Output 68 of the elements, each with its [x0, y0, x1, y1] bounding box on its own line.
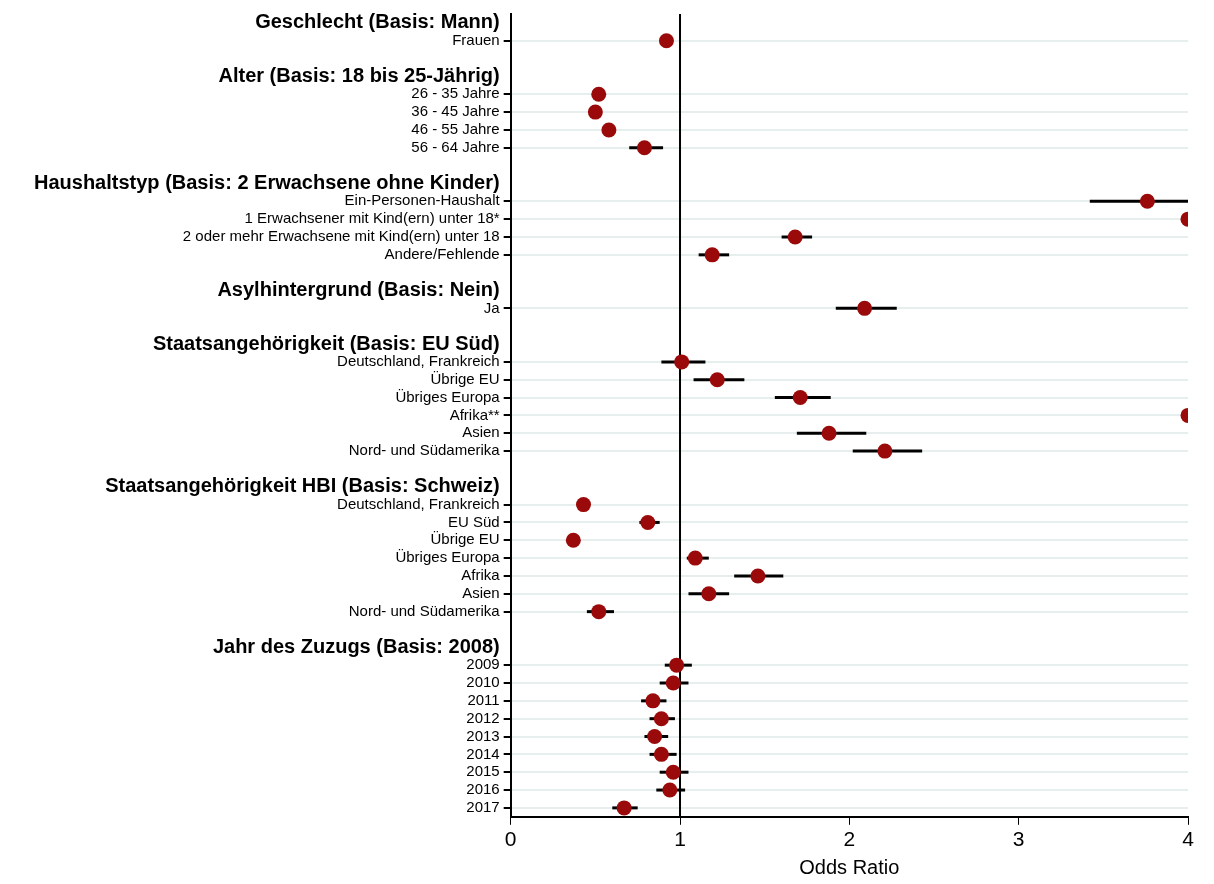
x-axis-title: Odds Ratio — [799, 855, 900, 878]
y-tick-label: Staatsangehörigkeit (Basis: EU Süd) — [152, 331, 500, 354]
point — [601, 122, 617, 138]
y-tick-label: 2015 — [466, 762, 500, 780]
point — [658, 33, 674, 49]
point — [674, 354, 690, 370]
point — [645, 693, 661, 709]
point — [669, 657, 685, 673]
point — [665, 764, 681, 780]
y-tick-label: Übriges Europa — [395, 387, 501, 405]
y-tick-label: 2017 — [466, 798, 500, 816]
y-tick-label: 2013 — [466, 726, 500, 744]
y-tick-label: Andere/Fehlende — [384, 244, 500, 262]
y-tick-label: Übrige EU — [430, 369, 500, 387]
y-tick-label: 2011 — [467, 690, 500, 708]
y-tick-label: 46 - 55 Jahre — [411, 120, 500, 138]
y-tick-label: Geschlecht (Basis: Mann) — [255, 10, 500, 33]
y-tick-label: Jahr des Zuzugs (Basis: 2008) — [212, 634, 500, 657]
point — [687, 550, 703, 566]
point — [640, 514, 656, 530]
y-tick-label: 2 oder mehr Erwachsene mit Kind(ern) unter 18 — [182, 227, 500, 245]
point — [701, 586, 717, 602]
y-tick-label: Nord- und Südamerika — [348, 441, 501, 459]
point — [665, 675, 681, 691]
point — [616, 800, 632, 816]
y-tick-label: Alter (Basis: 18 bis 25-Jährig) — [218, 63, 500, 86]
point — [709, 372, 725, 388]
y-tick-label: 1 Erwachsener mit Kind(ern) unter 18* — [244, 209, 500, 227]
x-tick-label: 1 — [674, 827, 686, 851]
point — [653, 746, 669, 762]
y-tick-label: 36 - 45 Jahre — [411, 102, 500, 120]
point — [576, 497, 591, 513]
y-tick-label: Asien — [462, 423, 500, 441]
y-tick-label: Asien — [462, 583, 500, 601]
y-tick-label: Nord- und Südamerika — [348, 601, 501, 619]
point — [647, 729, 663, 745]
y-tick-label: 2012 — [466, 708, 500, 726]
y-tick-label: 2010 — [466, 673, 500, 691]
point — [792, 390, 808, 406]
point — [1139, 193, 1155, 209]
point — [787, 229, 803, 245]
point — [857, 300, 873, 316]
x-tick-label: 0 — [504, 827, 517, 851]
x-tick-label: 2 — [843, 827, 856, 851]
point — [587, 104, 603, 120]
point — [591, 604, 607, 620]
point — [877, 443, 893, 459]
point — [704, 247, 720, 263]
y-tick-label: Übriges Europa — [395, 548, 501, 566]
x-tick-label: 4 — [1182, 827, 1195, 851]
point — [591, 86, 607, 102]
point — [653, 711, 669, 727]
y-tick-label: Asylhintergrund (Basis: Nein) — [217, 278, 500, 301]
y-tick-label: 2016 — [466, 780, 500, 798]
y-tick-label: Afrika** — [449, 405, 500, 423]
y-tick-label: Staatsangehörigkeit HBI (Basis: Schweiz) — [105, 474, 500, 497]
point — [662, 782, 678, 798]
y-tick-label: Afrika — [461, 566, 501, 584]
y-tick-label: 56 - 64 Jahre — [411, 137, 500, 155]
y-tick-label: Übrige EU — [430, 530, 500, 548]
x-tick-label: 3 — [1012, 827, 1025, 851]
y-tick-label: EU Süd — [447, 512, 500, 530]
point — [821, 425, 837, 441]
y-tick-label: Haushaltstyp (Basis: 2 Erwachsene ohne Kinder) — [34, 171, 500, 193]
point — [565, 532, 581, 548]
y-tick-label: 2014 — [466, 744, 500, 762]
point — [636, 140, 652, 156]
point — [750, 568, 766, 584]
